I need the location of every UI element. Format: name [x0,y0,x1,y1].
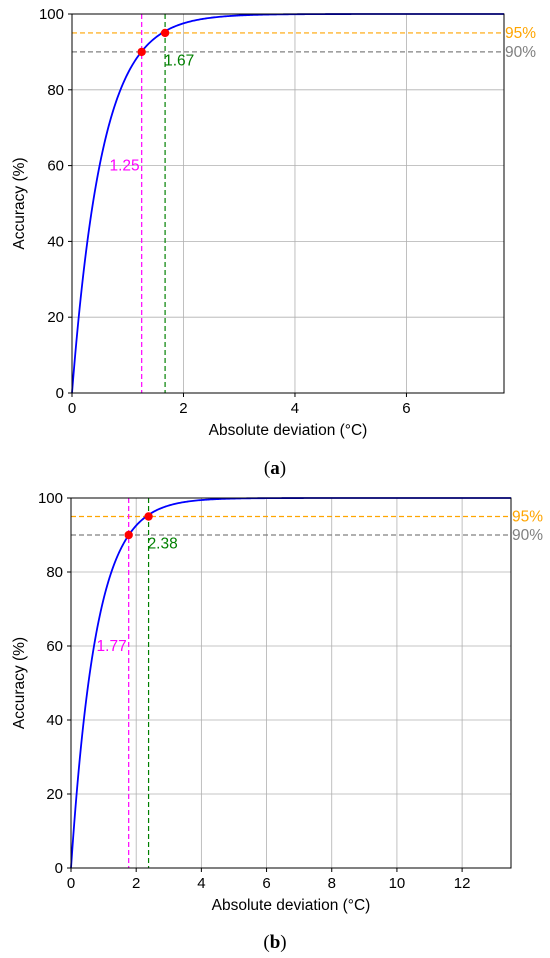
x-axis-label: Absolute deviation (°C) [212,897,371,914]
y-tick-label: 40 [46,712,63,729]
panel-caption: (a) [264,458,286,479]
y-tick-label: 60 [47,158,64,175]
x-tick-label: 2 [132,875,140,892]
y-tick-label: 80 [46,564,63,581]
threshold-label: 1.67 [164,52,194,69]
y-tick-label: 100 [38,490,63,507]
x-tick-label: 8 [328,875,336,892]
x-tick-label: 12 [454,875,471,892]
x-tick-label: 10 [389,875,406,892]
chart-panel-b: 95%90% 1.77 2.38 0 2 4 6 8 10 12 0 20 40 60 80 100 Absol… [11,490,543,953]
y-tick-label: 100 [39,6,64,23]
series-line [71,13,504,394]
x-tick-label: 6 [402,400,410,417]
x-tick-label: 4 [197,875,205,892]
x-tick-label: 6 [262,875,270,892]
data-point [124,530,133,540]
y-tick-label: 20 [46,786,63,803]
y-tick-label: 80 [47,82,64,99]
x-tick-label: 0 [68,400,76,417]
plot-frame [71,13,505,394]
data-point [137,47,146,57]
x-axis-label: Absolute deviation (°C) [209,422,368,439]
y-tick-label: 20 [47,309,64,326]
grid [70,497,511,869]
data-point [144,512,153,521]
x-tick-label: 2 [179,400,187,417]
threshold-label: 1.77 [97,638,127,655]
y-tick-label: 60 [46,638,63,655]
y-tick-label: 40 [47,233,64,250]
reference-label: 95% [505,25,536,42]
grid [71,13,504,394]
panel-caption: (b) [263,932,286,953]
reference-label: 90% [505,44,536,61]
y-axis-label: Accuracy (%) [11,157,28,249]
reference-label: 90% [512,527,543,544]
y-tick-label: 0 [55,860,63,877]
y-tick-label: 0 [56,385,64,402]
x-tick-label: 4 [291,400,299,417]
series-line [70,497,511,869]
data-point [160,28,170,38]
x-tick-label: 0 [67,875,75,892]
reference-label: 95% [512,509,543,526]
threshold-label: 1.25 [110,158,140,175]
plot-frame [70,497,512,869]
y-axis-label: Accuracy (%) [11,637,28,729]
threshold-label: 2.38 [148,535,178,552]
